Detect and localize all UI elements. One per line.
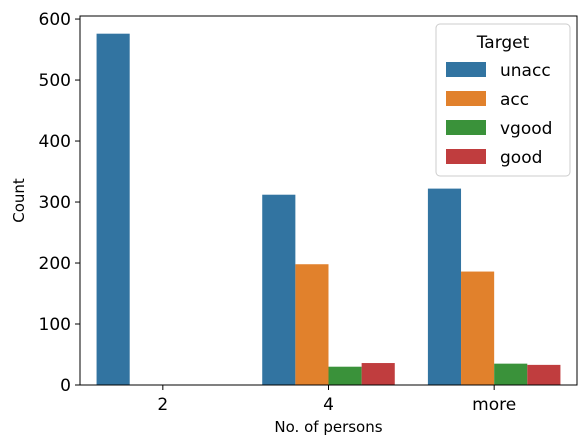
y-tick-label: 300 — [39, 193, 71, 213]
legend-swatch-acc — [446, 91, 486, 106]
x-axis-label: No. of persons — [274, 418, 382, 436]
bar-unacc-4 — [262, 194, 296, 385]
bar-unacc-2 — [96, 33, 130, 386]
legend-label-unacc: unacc — [500, 61, 551, 81]
bar-acc-more — [461, 271, 495, 385]
bar-good-more — [527, 364, 561, 385]
bar-vgood-4 — [328, 366, 362, 385]
legend-swatch-unacc — [446, 62, 486, 77]
legend-items: unacc acc vgood good — [446, 61, 552, 168]
y-tick-label: 200 — [39, 254, 71, 274]
legend-label-good: good — [500, 148, 542, 168]
plot-frame — [79, 15, 578, 386]
y-tick-label: 600 — [39, 10, 71, 30]
x-tick-label: 4 — [323, 395, 334, 415]
y-axis: 0 100 200 300 400 500 600 — [39, 10, 80, 396]
y-tick-label: 100 — [39, 315, 71, 335]
x-tick-label: 2 — [157, 395, 168, 415]
bar-vgood-more — [494, 363, 528, 385]
y-tick-label: 0 — [60, 376, 71, 396]
y-tick-label: 500 — [39, 71, 71, 91]
legend-swatch-vgood — [446, 120, 486, 135]
x-tick-label: more — [472, 395, 516, 415]
y-axis-label: Count — [10, 178, 28, 223]
legend-label-acc: acc — [500, 90, 529, 110]
bars-layer — [96, 33, 561, 386]
bar-good-4 — [361, 363, 395, 385]
legend-title: Target — [476, 33, 530, 53]
legend-label-vgood: vgood — [500, 119, 552, 139]
y-tick-label: 400 — [39, 132, 71, 152]
legend: Target unacc acc vgood good — [435, 23, 571, 177]
bar-acc-4 — [295, 264, 329, 385]
bar-unacc-more — [427, 188, 462, 385]
x-axis: 2 4 more — [157, 385, 516, 415]
legend-swatch-good — [446, 149, 486, 164]
